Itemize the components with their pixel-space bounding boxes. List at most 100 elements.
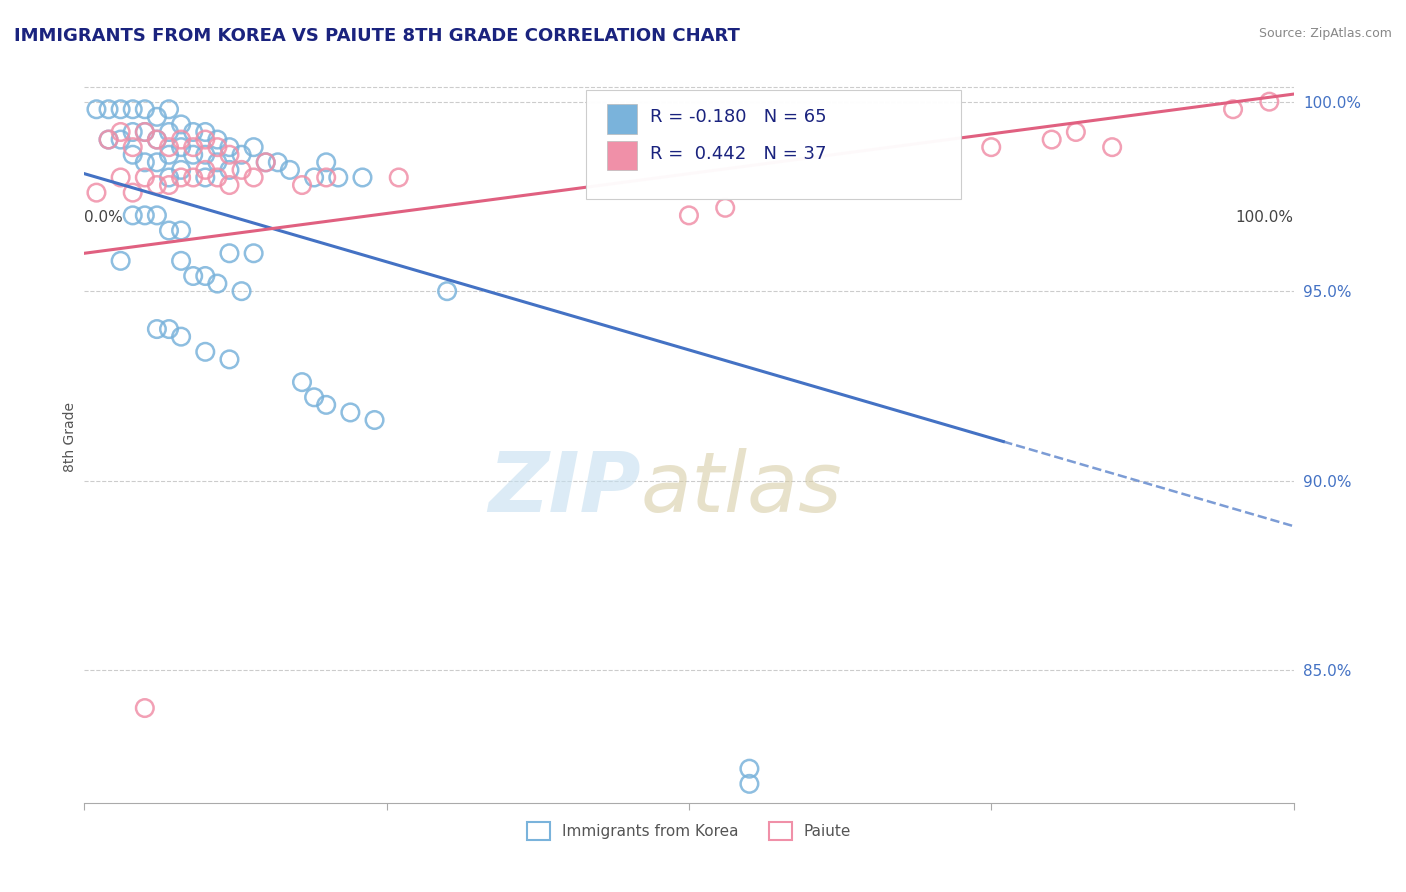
- Point: [134, 170, 156, 185]
- Point: [207, 155, 229, 169]
- Point: [194, 162, 217, 177]
- Point: [194, 147, 217, 161]
- Text: R = -0.180   N = 65: R = -0.180 N = 65: [650, 109, 827, 127]
- Legend: Immigrants from Korea, Paiute: Immigrants from Korea, Paiute: [520, 815, 858, 847]
- Point: [170, 140, 193, 154]
- Point: [1101, 140, 1123, 154]
- Text: 0.0%: 0.0%: [84, 211, 124, 226]
- Point: [436, 284, 458, 298]
- Point: [110, 132, 132, 146]
- Point: [714, 201, 737, 215]
- Point: [218, 352, 240, 367]
- Point: [110, 125, 132, 139]
- Point: [194, 268, 217, 283]
- Point: [134, 155, 156, 169]
- Point: [267, 155, 290, 169]
- Point: [121, 140, 143, 154]
- Text: R =  0.442   N = 37: R = 0.442 N = 37: [650, 145, 827, 163]
- Point: [146, 132, 169, 146]
- Point: [170, 253, 193, 268]
- Point: [218, 162, 240, 177]
- Point: [146, 110, 169, 124]
- Point: [1258, 95, 1281, 109]
- Point: [121, 208, 143, 222]
- Point: [157, 102, 180, 116]
- Point: [146, 155, 169, 169]
- Point: [242, 170, 264, 185]
- Point: [97, 132, 120, 146]
- Point: [207, 170, 229, 185]
- Point: [218, 246, 240, 260]
- Point: [363, 413, 385, 427]
- Point: [97, 102, 120, 116]
- Point: [110, 253, 132, 268]
- FancyBboxPatch shape: [607, 104, 637, 134]
- Point: [242, 140, 264, 154]
- Point: [388, 170, 411, 185]
- Y-axis label: 8th Grade: 8th Grade: [63, 402, 77, 472]
- Point: [231, 284, 253, 298]
- Point: [194, 170, 217, 185]
- Point: [207, 277, 229, 291]
- Point: [97, 132, 120, 146]
- Text: atlas: atlas: [641, 448, 842, 529]
- Point: [254, 155, 277, 169]
- Point: [207, 132, 229, 146]
- Point: [315, 170, 337, 185]
- Point: [86, 102, 108, 116]
- Point: [121, 125, 143, 139]
- Point: [157, 125, 180, 139]
- Point: [980, 140, 1002, 154]
- Point: [121, 147, 143, 161]
- Point: [738, 777, 761, 791]
- Point: [242, 246, 264, 260]
- Point: [110, 102, 132, 116]
- Point: [218, 178, 240, 192]
- Point: [352, 170, 374, 185]
- Point: [146, 208, 169, 222]
- Point: [218, 147, 240, 161]
- Point: [134, 125, 156, 139]
- FancyBboxPatch shape: [607, 141, 637, 170]
- Point: [181, 125, 204, 139]
- Point: [315, 155, 337, 169]
- Point: [121, 186, 143, 200]
- Point: [738, 762, 761, 776]
- Point: [86, 186, 108, 200]
- Point: [157, 322, 180, 336]
- Point: [339, 405, 361, 419]
- Point: [157, 178, 180, 192]
- Point: [194, 132, 217, 146]
- Point: [315, 398, 337, 412]
- Point: [134, 701, 156, 715]
- Point: [110, 170, 132, 185]
- Point: [181, 147, 204, 161]
- Point: [231, 147, 253, 161]
- Text: Source: ZipAtlas.com: Source: ZipAtlas.com: [1258, 27, 1392, 40]
- Point: [254, 155, 277, 169]
- Point: [146, 178, 169, 192]
- Point: [181, 170, 204, 185]
- Point: [146, 132, 169, 146]
- Point: [207, 140, 229, 154]
- Point: [157, 147, 180, 161]
- Point: [231, 162, 253, 177]
- Point: [1064, 125, 1087, 139]
- Point: [121, 102, 143, 116]
- Point: [181, 140, 204, 154]
- Point: [134, 102, 156, 116]
- Point: [1040, 132, 1063, 146]
- Point: [157, 170, 180, 185]
- Point: [146, 322, 169, 336]
- Point: [291, 178, 314, 192]
- Text: IMMIGRANTS FROM KOREA VS PAIUTE 8TH GRADE CORRELATION CHART: IMMIGRANTS FROM KOREA VS PAIUTE 8TH GRAD…: [14, 27, 740, 45]
- FancyBboxPatch shape: [586, 90, 962, 200]
- Point: [170, 162, 193, 177]
- Point: [181, 268, 204, 283]
- Point: [278, 162, 301, 177]
- Point: [194, 344, 217, 359]
- Point: [170, 223, 193, 237]
- Point: [170, 132, 193, 146]
- Point: [302, 170, 325, 185]
- Point: [157, 223, 180, 237]
